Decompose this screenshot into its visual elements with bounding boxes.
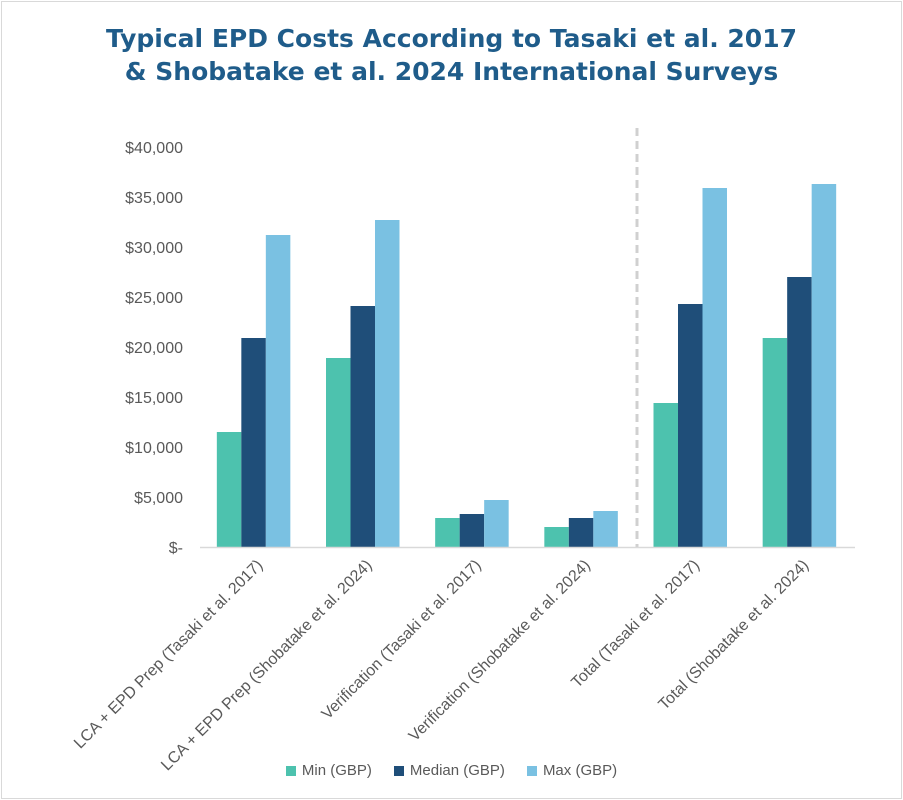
x-category-label: Total (Tasaki et al. 2017): [568, 557, 703, 692]
y-tick-label: $30,000: [125, 240, 183, 257]
bar-median: [787, 277, 812, 547]
legend-label: Min (GBP): [301, 762, 372, 779]
y-tick-label: $10,000: [125, 440, 183, 457]
bar-min: [762, 338, 788, 547]
bar-min: [653, 403, 678, 547]
bar-min: [435, 518, 460, 547]
bar-median: [241, 338, 266, 547]
bar-max: [265, 235, 291, 547]
bar-min: [544, 527, 569, 547]
x-category-label: LCA + EPD Prep (Tasaki et al. 2017): [71, 557, 266, 752]
bar-median: [678, 304, 703, 547]
legend-item: Max (GBP): [526, 762, 618, 779]
y-tick-label: $5,000: [134, 490, 183, 507]
bar-max: [811, 184, 837, 547]
legend-swatch: [393, 765, 404, 776]
y-tick-label: $35,000: [125, 190, 183, 207]
y-tick-label: $-: [169, 540, 183, 557]
legend-swatch: [285, 765, 296, 776]
legend: Min (GBP) Median (GBP) Max (GBP): [0, 762, 903, 779]
y-tick-label: $40,000: [125, 140, 183, 157]
chart-title: Typical EPD Costs According to Tasaki et…: [0, 22, 903, 88]
bar-median: [568, 518, 594, 547]
bar-max: [593, 511, 618, 547]
legend-label: Max (GBP): [542, 762, 618, 779]
legend-item: Min (GBP): [285, 762, 372, 779]
y-tick-label: $20,000: [125, 340, 183, 357]
y-tick-label: $25,000: [125, 290, 183, 307]
y-tick-label: $15,000: [125, 390, 183, 407]
bar-min: [326, 358, 351, 547]
x-category-label: LCA + EPD Prep (Shobatake et al. 2024): [158, 557, 375, 774]
legend-item: Median (GBP): [393, 762, 505, 779]
bar-median: [459, 514, 485, 547]
bar-max: [375, 220, 400, 547]
chart-title-line-2: & Shobatake et al. 2024 International Su…: [124, 57, 779, 86]
bar-median: [350, 306, 375, 547]
bar-max: [484, 500, 509, 547]
legend-label: Median (GBP): [409, 762, 505, 779]
bar-max: [702, 188, 727, 547]
chart-title-line-1: Typical EPD Costs According to Tasaki et…: [106, 24, 797, 53]
x-category-label: Verification (Shobatake et al. 2024): [406, 557, 594, 745]
legend-swatch: [526, 765, 537, 776]
bar-min: [216, 432, 242, 547]
